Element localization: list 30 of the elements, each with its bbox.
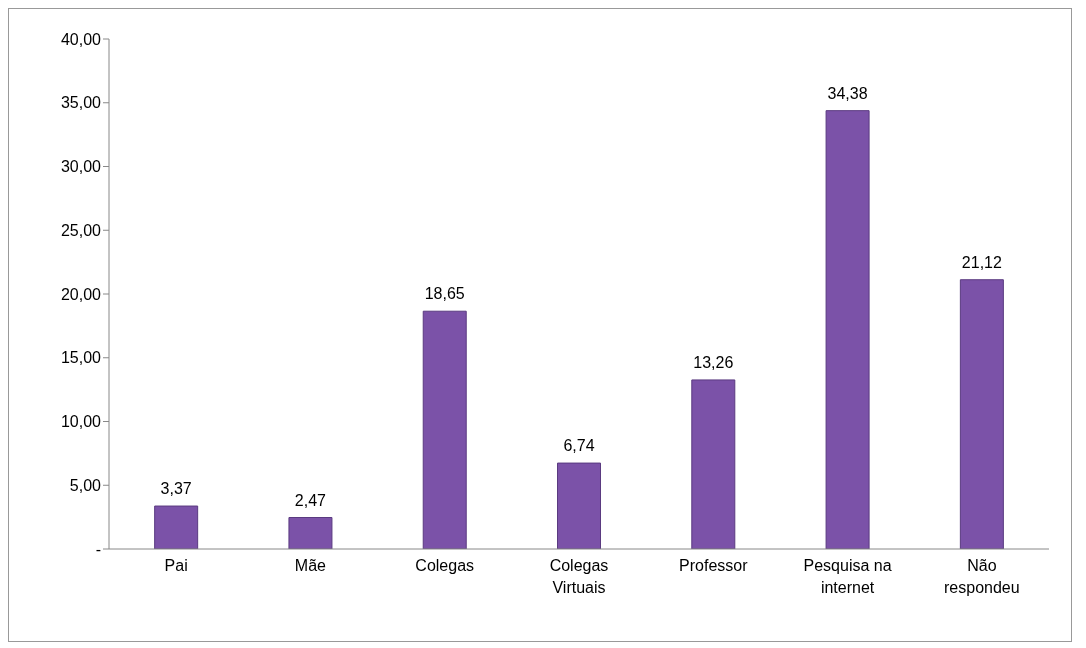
x-tick-label: Colegas Virtuais — [549, 557, 609, 596]
x-tick-label: Mãe — [294, 557, 327, 574]
x-tick-label: Professor — [679, 557, 749, 574]
y-tick-label: 15,00 — [60, 349, 102, 367]
x-tick-label: Pesquisa na internet — [803, 557, 892, 596]
bar — [288, 517, 333, 549]
y-tick-label: 25,00 — [60, 221, 102, 239]
y-tick-label: 10,00 — [60, 413, 102, 431]
x-tick-label: Colegas — [415, 557, 475, 574]
bar — [959, 279, 1004, 549]
data-label: 3,37 — [160, 480, 192, 498]
x-tick-label: Pai — [164, 557, 188, 574]
y-tick-label: 40,00 — [60, 30, 102, 48]
data-label: 2,47 — [294, 491, 327, 509]
y-tick-label: 35,00 — [60, 94, 102, 112]
y-tick-label: 20,00 — [60, 285, 102, 303]
data-label: 13,26 — [693, 353, 734, 371]
data-label: 34,38 — [827, 84, 868, 102]
bar — [691, 379, 736, 549]
data-label: 6,74 — [563, 437, 595, 455]
data-label: 18,65 — [424, 285, 465, 303]
data-label: 21,12 — [961, 253, 1002, 271]
bar — [422, 310, 467, 549]
bar — [825, 110, 870, 549]
y-tick-label: - — [95, 540, 101, 558]
bar — [154, 505, 199, 549]
x-tick-label: Não respondeu — [944, 557, 1020, 596]
y-tick-label: 5,00 — [69, 476, 102, 494]
bar — [557, 462, 602, 549]
y-tick-label: 30,00 — [60, 158, 102, 176]
